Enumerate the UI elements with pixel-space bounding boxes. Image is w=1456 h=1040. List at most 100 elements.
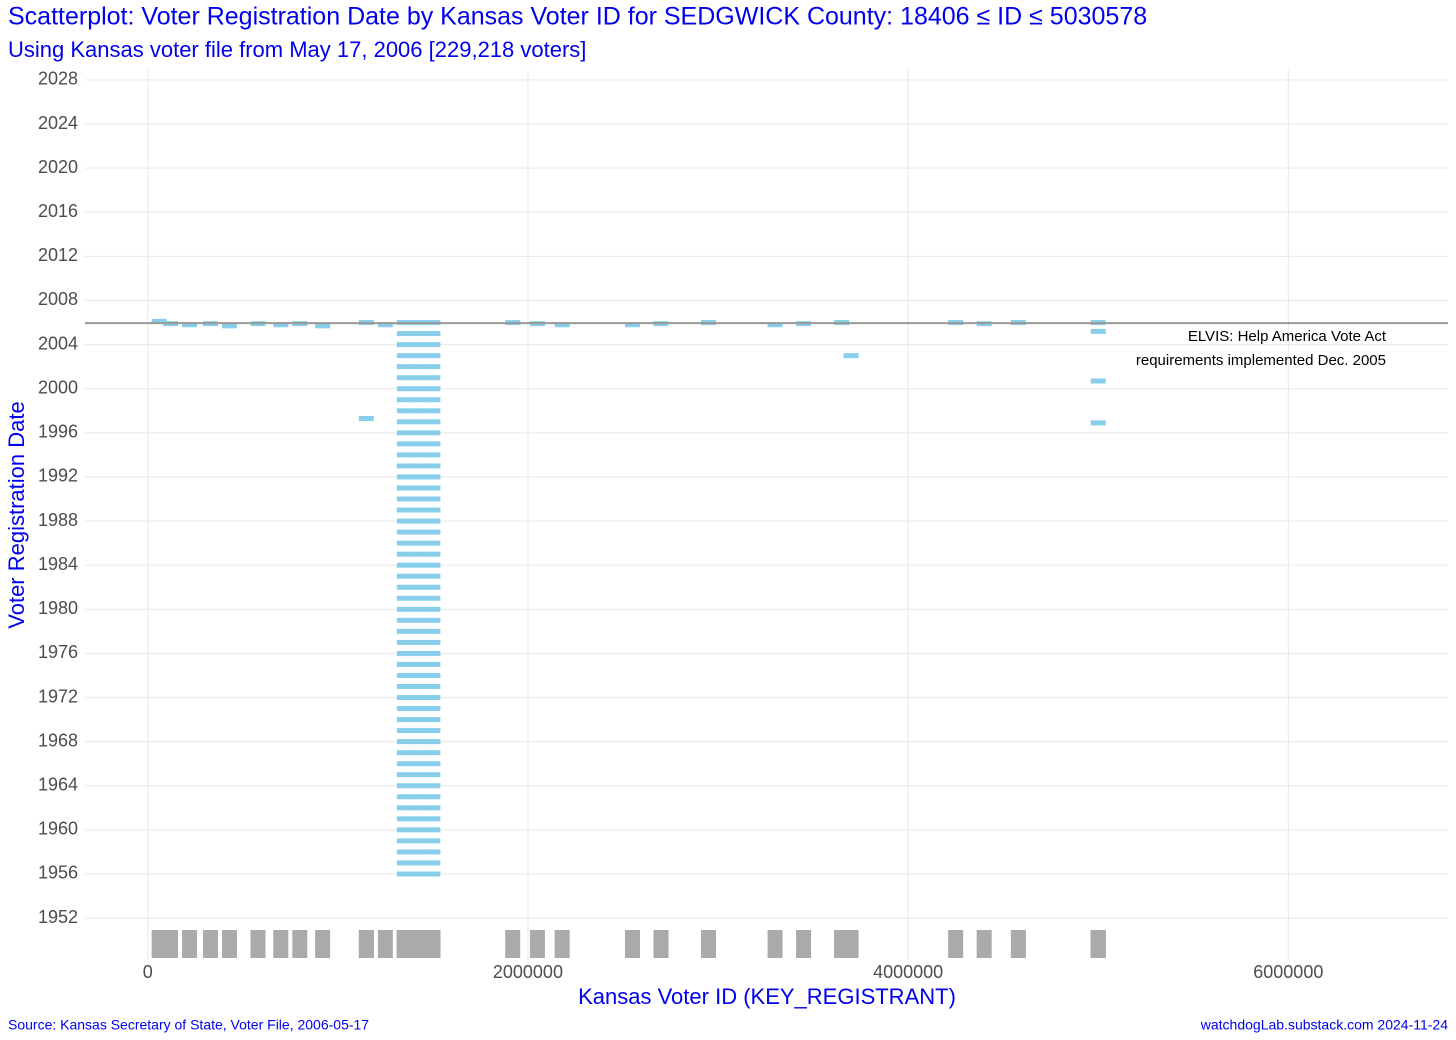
rug-mark [202, 930, 218, 958]
point [411, 628, 427, 634]
point [425, 606, 441, 612]
point [425, 794, 441, 800]
point [411, 573, 427, 579]
point [396, 474, 412, 480]
point [425, 485, 441, 491]
rug-mark [796, 930, 812, 958]
rug-mark [182, 930, 198, 958]
point [396, 827, 412, 833]
point [396, 805, 412, 811]
point [396, 695, 412, 701]
point [425, 661, 441, 667]
point [411, 838, 427, 844]
point [396, 717, 412, 723]
point [425, 750, 441, 756]
point [411, 463, 427, 469]
point [411, 761, 427, 767]
point [396, 650, 412, 656]
point [396, 485, 412, 491]
point [425, 331, 441, 337]
point [396, 683, 412, 689]
point [396, 595, 412, 601]
point [396, 606, 412, 612]
point [396, 408, 412, 414]
y-tick-label: 2000 [38, 377, 78, 397]
point [396, 860, 412, 866]
point [411, 452, 427, 458]
point [411, 584, 427, 590]
y-tick-label: 1952 [38, 907, 78, 927]
chart-subtitle: Using Kansas voter file from May 17, 200… [8, 37, 586, 62]
point [411, 617, 427, 623]
point [411, 739, 427, 745]
point [411, 794, 427, 800]
rug-mark [425, 930, 441, 958]
point [425, 838, 441, 844]
point [425, 584, 441, 590]
y-tick-label: 2012 [38, 245, 78, 265]
point [411, 408, 427, 414]
point [411, 871, 427, 877]
point [425, 353, 441, 359]
point [411, 639, 427, 645]
point [396, 375, 412, 381]
point [396, 706, 412, 712]
y-tick-label: 1988 [38, 510, 78, 530]
y-tick-label: 1992 [38, 466, 78, 486]
point [396, 386, 412, 392]
point [396, 562, 412, 568]
rug-mark [273, 930, 289, 958]
point [425, 342, 441, 348]
credit-note: watchdogLab.substack.com 2024-11-24 [1200, 1017, 1448, 1033]
point [411, 562, 427, 568]
point [411, 805, 427, 811]
point [411, 386, 427, 392]
point [411, 717, 427, 723]
point [411, 661, 427, 667]
point [396, 628, 412, 634]
rug-mark [529, 930, 545, 958]
point [396, 750, 412, 756]
point [411, 672, 427, 678]
point [396, 452, 412, 458]
point [624, 322, 640, 328]
point [411, 540, 427, 546]
point [411, 364, 427, 370]
point [396, 661, 412, 667]
point [425, 419, 441, 425]
point [425, 783, 441, 789]
point [411, 728, 427, 734]
y-tick-label: 2024 [38, 113, 78, 133]
point [411, 827, 427, 833]
point [396, 397, 412, 403]
point [151, 318, 167, 324]
point [396, 430, 412, 436]
point [411, 342, 427, 348]
y-tick-label: 2008 [38, 289, 78, 309]
point [411, 606, 427, 612]
point [425, 827, 441, 833]
point [396, 728, 412, 734]
rug-mark [250, 930, 266, 958]
y-tick-label: 2020 [38, 157, 78, 177]
point [411, 595, 427, 601]
point [273, 322, 289, 328]
point [425, 595, 441, 601]
rug-mark [151, 930, 167, 958]
rug-mark [411, 930, 427, 958]
point [425, 871, 441, 877]
rug-mark [948, 930, 964, 958]
y-tick-label: 2028 [38, 69, 78, 89]
point [425, 717, 441, 723]
y-tick-label: 2016 [38, 201, 78, 221]
rug-mark [358, 930, 374, 958]
point [411, 375, 427, 381]
chart-title: Scatterplot: Voter Registration Date by … [8, 3, 1147, 31]
point [411, 430, 427, 436]
point [396, 419, 412, 425]
rug-mark [976, 930, 992, 958]
point [425, 408, 441, 414]
point [411, 695, 427, 701]
point [411, 529, 427, 535]
